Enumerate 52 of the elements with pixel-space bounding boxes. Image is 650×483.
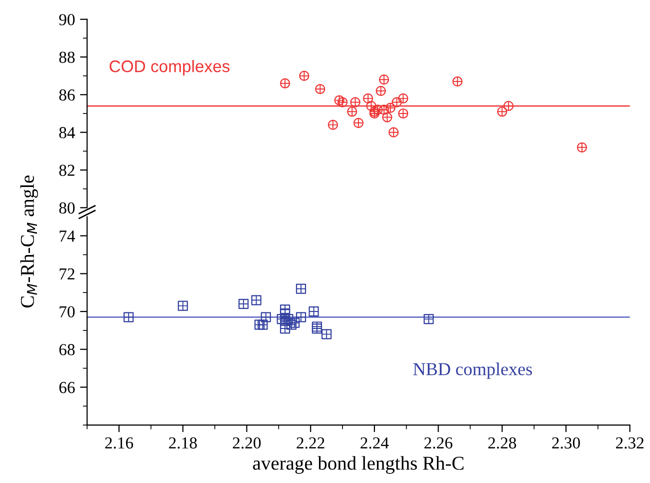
point: [398, 108, 408, 119]
x-tick-label: 2.24: [360, 437, 389, 449]
x-tick-label: 2.28: [488, 437, 516, 449]
point: [337, 97, 348, 108]
y-tick-label: 82: [59, 164, 74, 176]
point: [382, 112, 392, 122]
point: [362, 93, 374, 104]
point: [452, 76, 463, 87]
x-tick-label: 2.18: [169, 437, 197, 449]
y-tick-label: 70: [60, 306, 75, 318]
point: [251, 295, 262, 306]
x-tick-label: 2.16: [105, 437, 134, 449]
point: [376, 86, 386, 96]
point: [260, 312, 271, 322]
y-tick-label: 72: [60, 268, 74, 280]
y-tick-label: 66: [59, 382, 75, 394]
y-tick-label: 68: [59, 344, 75, 356]
x-tick-label: 2.20: [232, 437, 261, 449]
x-axis-title: average bond lengths Rh-C: [253, 456, 464, 474]
point: [424, 314, 434, 324]
y-tick-label: 90: [59, 14, 75, 26]
point: [315, 84, 326, 94]
y-tick-label: 80: [59, 202, 75, 214]
x-tick-label: 2.30: [552, 437, 580, 449]
y-axis-title: C$_{M}$-Rh-C$_{M}$ angle: [20, 175, 38, 308]
point: [308, 306, 319, 317]
point: [328, 120, 338, 130]
point: [178, 300, 188, 311]
point: [321, 329, 332, 340]
point: [378, 104, 390, 115]
point: [124, 312, 134, 322]
point: [350, 97, 360, 108]
point: [299, 70, 310, 81]
point: [334, 95, 344, 106]
point: [280, 78, 290, 88]
text: NBD complexes: [413, 362, 532, 379]
point: [296, 284, 306, 294]
x-tick-label: 2.32: [616, 437, 644, 449]
text: COD complexes: [110, 60, 230, 76]
point: [238, 298, 249, 309]
y-tick-label: 88: [59, 52, 75, 63]
y-tick-label: 84: [59, 127, 76, 138]
point: [378, 74, 390, 85]
point: [353, 118, 364, 128]
point: [258, 320, 268, 330]
y-tick-label: 86: [59, 89, 75, 101]
x-tick-label: 2.26: [424, 437, 452, 449]
point: [576, 142, 588, 152]
x-tick-label: 2.22: [296, 437, 324, 449]
point: [388, 127, 399, 138]
y-tick-label: 74: [60, 230, 76, 242]
point: [347, 106, 358, 117]
